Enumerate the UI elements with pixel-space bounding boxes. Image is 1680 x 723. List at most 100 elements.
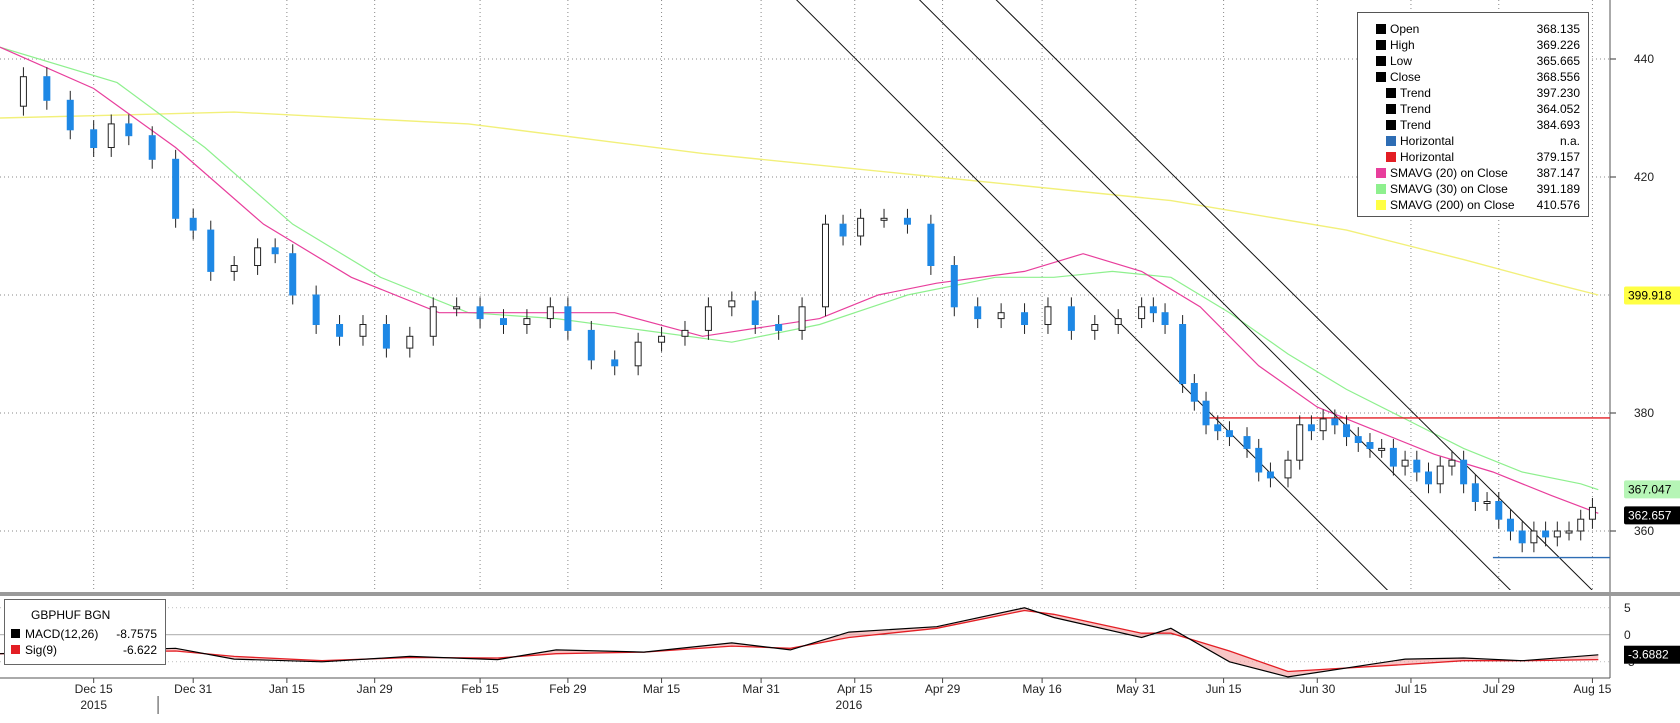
- legend-label: Trend: [1400, 102, 1431, 116]
- macd-tick-label: 5: [1624, 601, 1631, 615]
- macd-price-tag: [1624, 645, 1680, 664]
- legend-label: High: [1390, 38, 1415, 52]
- candle-body: [66, 99, 74, 131]
- candle-body: [172, 158, 180, 219]
- y-tick-label: 420: [1634, 170, 1654, 184]
- candle-body: [798, 306, 806, 331]
- candle-body: [336, 324, 344, 337]
- candle-body: [1448, 459, 1456, 467]
- candle-body: [1138, 306, 1146, 320]
- legend-value: 384.693: [1536, 118, 1580, 132]
- macd-legend: GBPHUF BGN MACD(12,26) -8.7575 Sig(9) -6…: [4, 599, 166, 665]
- legend-value: 379.157: [1536, 150, 1580, 164]
- signal-line: [0, 609, 1599, 673]
- candle-body: [903, 217, 911, 225]
- candle-body: [1518, 530, 1526, 544]
- legend-value: 391.189: [1536, 182, 1580, 196]
- candle-body: [1331, 418, 1339, 426]
- candle-body: [1413, 459, 1421, 473]
- legend-row: Close 368.556: [1358, 69, 1588, 85]
- candle-body: [107, 123, 115, 149]
- price-tag: [1624, 506, 1680, 525]
- candle-body: [1436, 465, 1444, 485]
- macd-legend-label: MACD(12,26): [25, 627, 99, 641]
- candle-body: [1495, 501, 1503, 520]
- macd-legend-row: MACD(12,26) -8.7575: [11, 626, 161, 642]
- candle-body: [1190, 383, 1198, 402]
- candle-body: [1255, 447, 1263, 473]
- legend-swatch: [1376, 184, 1386, 194]
- legend-value: 365.665: [1536, 54, 1580, 68]
- legend-label: SMAVG (20) on Close: [1390, 166, 1508, 180]
- candle-body: [19, 76, 27, 107]
- candle-body: [499, 318, 507, 326]
- legend-label: Trend: [1400, 118, 1431, 132]
- macd-legend-value: -8.7575: [116, 627, 157, 641]
- legend-swatch: [1376, 56, 1386, 66]
- legend-row: Trend 384.693: [1358, 117, 1588, 133]
- legend-label: Trend: [1400, 86, 1431, 100]
- trend-line: [995, 0, 1593, 590]
- legend-swatch: [1386, 136, 1396, 146]
- candle-body: [1266, 471, 1274, 479]
- price-legend: Open 368.135 High 369.226 Low 365.665 Close 368…: [1357, 12, 1589, 217]
- candle-body: [1471, 483, 1479, 502]
- candle-body: [1343, 424, 1351, 438]
- candle-body: [611, 359, 619, 367]
- sma200-line: [0, 111, 1599, 296]
- legend-row: SMAVG (200) on Close 410.576: [1358, 197, 1588, 213]
- candle-body: [587, 329, 595, 361]
- x-tick-label: Jan 29: [357, 682, 393, 696]
- candle-body: [1214, 424, 1222, 432]
- legend-value: 368.135: [1536, 22, 1580, 36]
- candle-body: [1284, 459, 1292, 479]
- candle-body: [406, 335, 414, 349]
- candle-body: [1542, 530, 1550, 538]
- candle-body: [230, 265, 238, 272]
- x-tick-label: Jul 15: [1395, 682, 1427, 696]
- candle-body: [429, 306, 437, 337]
- candle-body: [1506, 518, 1514, 532]
- macd-legend-title: GBPHUF BGN: [31, 608, 111, 622]
- legend-label: SMAVG (30) on Close: [1390, 182, 1508, 196]
- x-tick-label: Dec 31: [174, 682, 212, 696]
- candle-body: [271, 247, 279, 255]
- candle-body: [839, 223, 847, 237]
- legend-value: 410.576: [1536, 198, 1580, 212]
- x-tick-label: May 16: [1022, 682, 1062, 696]
- macd-tick-label: 0: [1624, 628, 1631, 642]
- legend-swatch: [1376, 24, 1386, 34]
- candle-body: [1553, 530, 1561, 538]
- legend-swatch: [1386, 104, 1396, 114]
- signal-swatch: [11, 645, 20, 654]
- x-tick-label: Jun 30: [1299, 682, 1335, 696]
- legend-label: SMAVG (200) on Close: [1390, 198, 1515, 212]
- candle-body: [1588, 506, 1596, 520]
- legend-label: Horizontal: [1400, 150, 1455, 164]
- legend-value: 364.052: [1536, 102, 1580, 116]
- candle-body: [382, 324, 390, 349]
- candle-body: [751, 300, 759, 325]
- candle-body: [125, 123, 133, 137]
- legend-label: Open: [1390, 22, 1420, 36]
- candle-body: [1021, 312, 1029, 326]
- candle-body: [775, 324, 783, 331]
- legend-row: Low 365.665: [1358, 53, 1588, 69]
- candle-body: [1483, 501, 1491, 504]
- candle-body: [821, 223, 829, 308]
- legend-swatch: [1386, 120, 1396, 130]
- candle-body: [254, 247, 262, 267]
- candle-body: [1296, 424, 1304, 461]
- trend-line: [918, 0, 1511, 590]
- candle-body: [1067, 306, 1075, 331]
- x-tick-label: Jul 29: [1483, 682, 1515, 696]
- candle-body: [312, 294, 320, 325]
- price-tag: [1624, 480, 1680, 499]
- candle-body: [564, 306, 572, 331]
- legend-value: 387.147: [1536, 166, 1580, 180]
- sma30-line: [0, 46, 1599, 491]
- x-tick-label: Feb 15: [461, 682, 499, 696]
- candle-body: [1565, 530, 1573, 534]
- legend-value: n.a.: [1559, 134, 1580, 148]
